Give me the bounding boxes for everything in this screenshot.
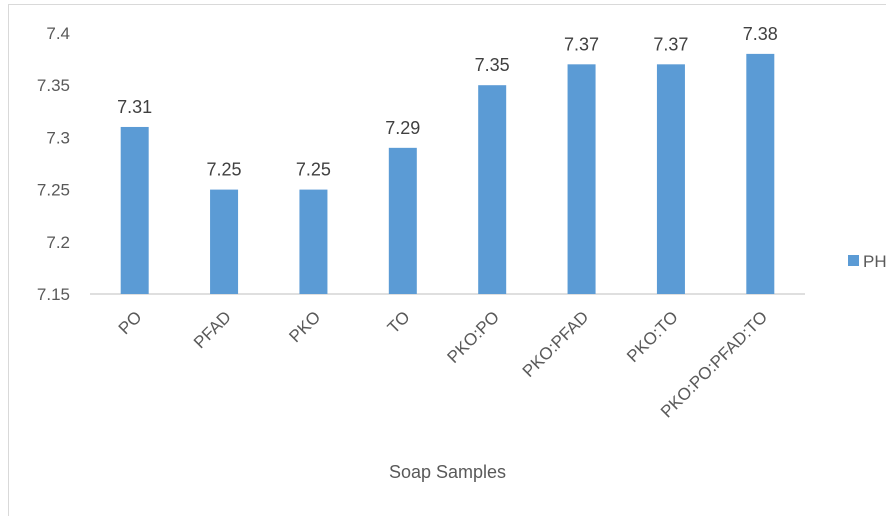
y-tick-label: 7.25 <box>37 181 70 200</box>
x-tick-label: PKO:PO <box>443 307 503 367</box>
bar[interactable] <box>210 189 239 294</box>
data-label: 7.37 <box>564 34 599 54</box>
chart-frame <box>8 4 886 516</box>
y-tick-label: 7.3 <box>46 128 70 147</box>
y-tick-label: 7.2 <box>46 233 70 252</box>
data-labels-group: 7.31 7.25 7.25 7.29 7.35 7.37 7.37 7.38 <box>117 24 778 180</box>
x-tick-label: PO <box>115 307 146 338</box>
data-label: 7.31 <box>117 97 152 117</box>
data-label: 7.25 <box>296 160 331 180</box>
bar[interactable] <box>746 53 775 294</box>
data-label: 7.35 <box>475 55 510 75</box>
x-tick-label: PKO <box>285 307 324 346</box>
bar[interactable] <box>656 64 685 294</box>
y-tick-label: 7.4 <box>46 24 70 43</box>
x-axis-title: Soap Samples <box>389 462 506 482</box>
data-label: 7.25 <box>207 160 242 180</box>
bar[interactable] <box>299 189 328 294</box>
x-tick-label: PKO:PFAD <box>519 307 593 381</box>
y-tick-label: 7.15 <box>37 285 70 304</box>
legend[interactable]: PH <box>848 252 887 271</box>
x-tick-label: TO <box>384 307 414 337</box>
bar[interactable] <box>120 126 149 295</box>
y-axis-ticks: 7.15 7.2 7.25 7.3 7.35 7.4 <box>37 24 70 304</box>
bar[interactable] <box>478 85 507 294</box>
legend-swatch <box>848 255 859 266</box>
bars-group <box>120 53 775 295</box>
bar[interactable] <box>388 147 417 294</box>
data-label: 7.29 <box>385 118 420 138</box>
y-tick-label: 7.35 <box>37 76 70 95</box>
data-label: 7.38 <box>743 24 778 44</box>
legend-label: PH <box>863 252 887 271</box>
x-tick-label: PKO:TO <box>623 307 682 366</box>
bar[interactable] <box>567 64 596 294</box>
data-label: 7.37 <box>653 34 688 54</box>
x-tick-label: PFAD <box>190 307 235 352</box>
x-axis-categories: PO PFAD PKO TO PKO:PO PKO:PFAD PKO:TOPKO:PO:PF… <box>115 307 771 421</box>
